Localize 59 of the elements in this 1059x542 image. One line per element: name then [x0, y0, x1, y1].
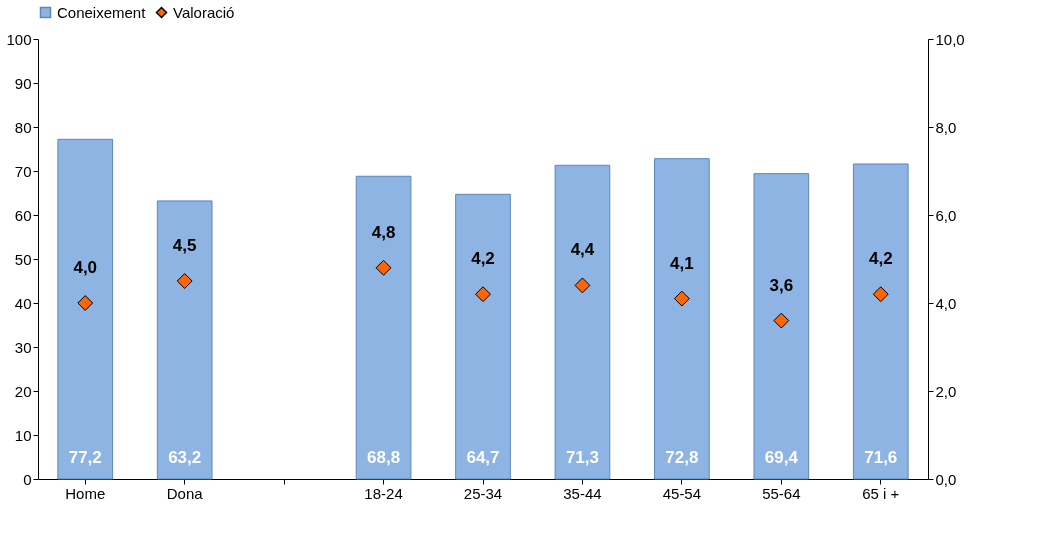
y2-tick-label: 0,0: [935, 470, 957, 488]
point: [77, 295, 94, 311]
data-label: 4,2: [868, 249, 893, 269]
y2-tick-label: 10,0: [935, 30, 965, 48]
y-tick-label: 80: [14, 118, 32, 136]
legend-label: Coneixement: [57, 3, 147, 21]
data-label: 4,0: [73, 258, 98, 277]
y2-tick-label: 6,0: [935, 206, 957, 224]
bar: [852, 163, 909, 480]
bar: [455, 193, 511, 480]
data-label: 68,8: [367, 448, 401, 467]
data-label: 4,8: [371, 222, 396, 242]
data-label: 3,6: [769, 275, 794, 295]
point: [375, 259, 392, 276]
x-tick-label: 65 i +: [862, 484, 900, 502]
x-tick-label: Home: [65, 484, 106, 502]
y-tick-label: 20: [14, 382, 32, 400]
y-tick-label: 90: [14, 74, 32, 92]
y-tick-label: 100: [6, 30, 32, 48]
y2-tick-label: 2,0: [935, 382, 957, 400]
data-label: 71,6: [864, 448, 898, 467]
legend-label: Valoració: [173, 3, 235, 21]
point: [872, 286, 889, 303]
point: [475, 286, 491, 303]
y2-tick-label: 8,0: [935, 118, 957, 136]
point: [773, 312, 790, 329]
y-tick-label: 10: [14, 426, 32, 444]
x-tick-label: 55-64: [762, 484, 801, 502]
y-tick-label: 0: [23, 470, 32, 488]
data-label: 77,2: [68, 448, 102, 467]
y-tick-label: 60: [14, 206, 32, 224]
x-tick-label: Dona: [166, 484, 204, 502]
point: [673, 290, 690, 307]
data-label: 64,7: [466, 448, 500, 467]
data-label: 72,8: [665, 448, 699, 467]
bar: [654, 158, 710, 480]
data-label: 4,1: [670, 253, 694, 273]
bar: [753, 173, 810, 480]
data-label: 71,3: [565, 448, 599, 467]
data-label: 4,2: [471, 249, 495, 269]
y-tick-label: 30: [14, 338, 32, 356]
data-label: 4,5: [172, 236, 197, 255]
y-tick-label: 50: [14, 250, 32, 268]
bar: [156, 200, 213, 480]
bar: [554, 164, 611, 480]
data-label: 63,2: [168, 448, 202, 467]
point: [176, 273, 193, 289]
y2-tick-label: 4,0: [935, 294, 957, 312]
data-label: 69,4: [764, 448, 799, 467]
y-tick-label: 40: [14, 294, 32, 312]
x-tick-label: 35-44: [563, 484, 602, 502]
data-label: 4,4: [570, 240, 595, 260]
x-tick-label: 25-34: [463, 484, 503, 502]
point: [574, 277, 591, 294]
x-tick-label: 45-54: [662, 484, 702, 502]
bar: [355, 175, 412, 480]
bar: [57, 138, 114, 480]
x-tick-label: 18-24: [364, 484, 403, 502]
y-tick-label: 70: [14, 162, 32, 180]
